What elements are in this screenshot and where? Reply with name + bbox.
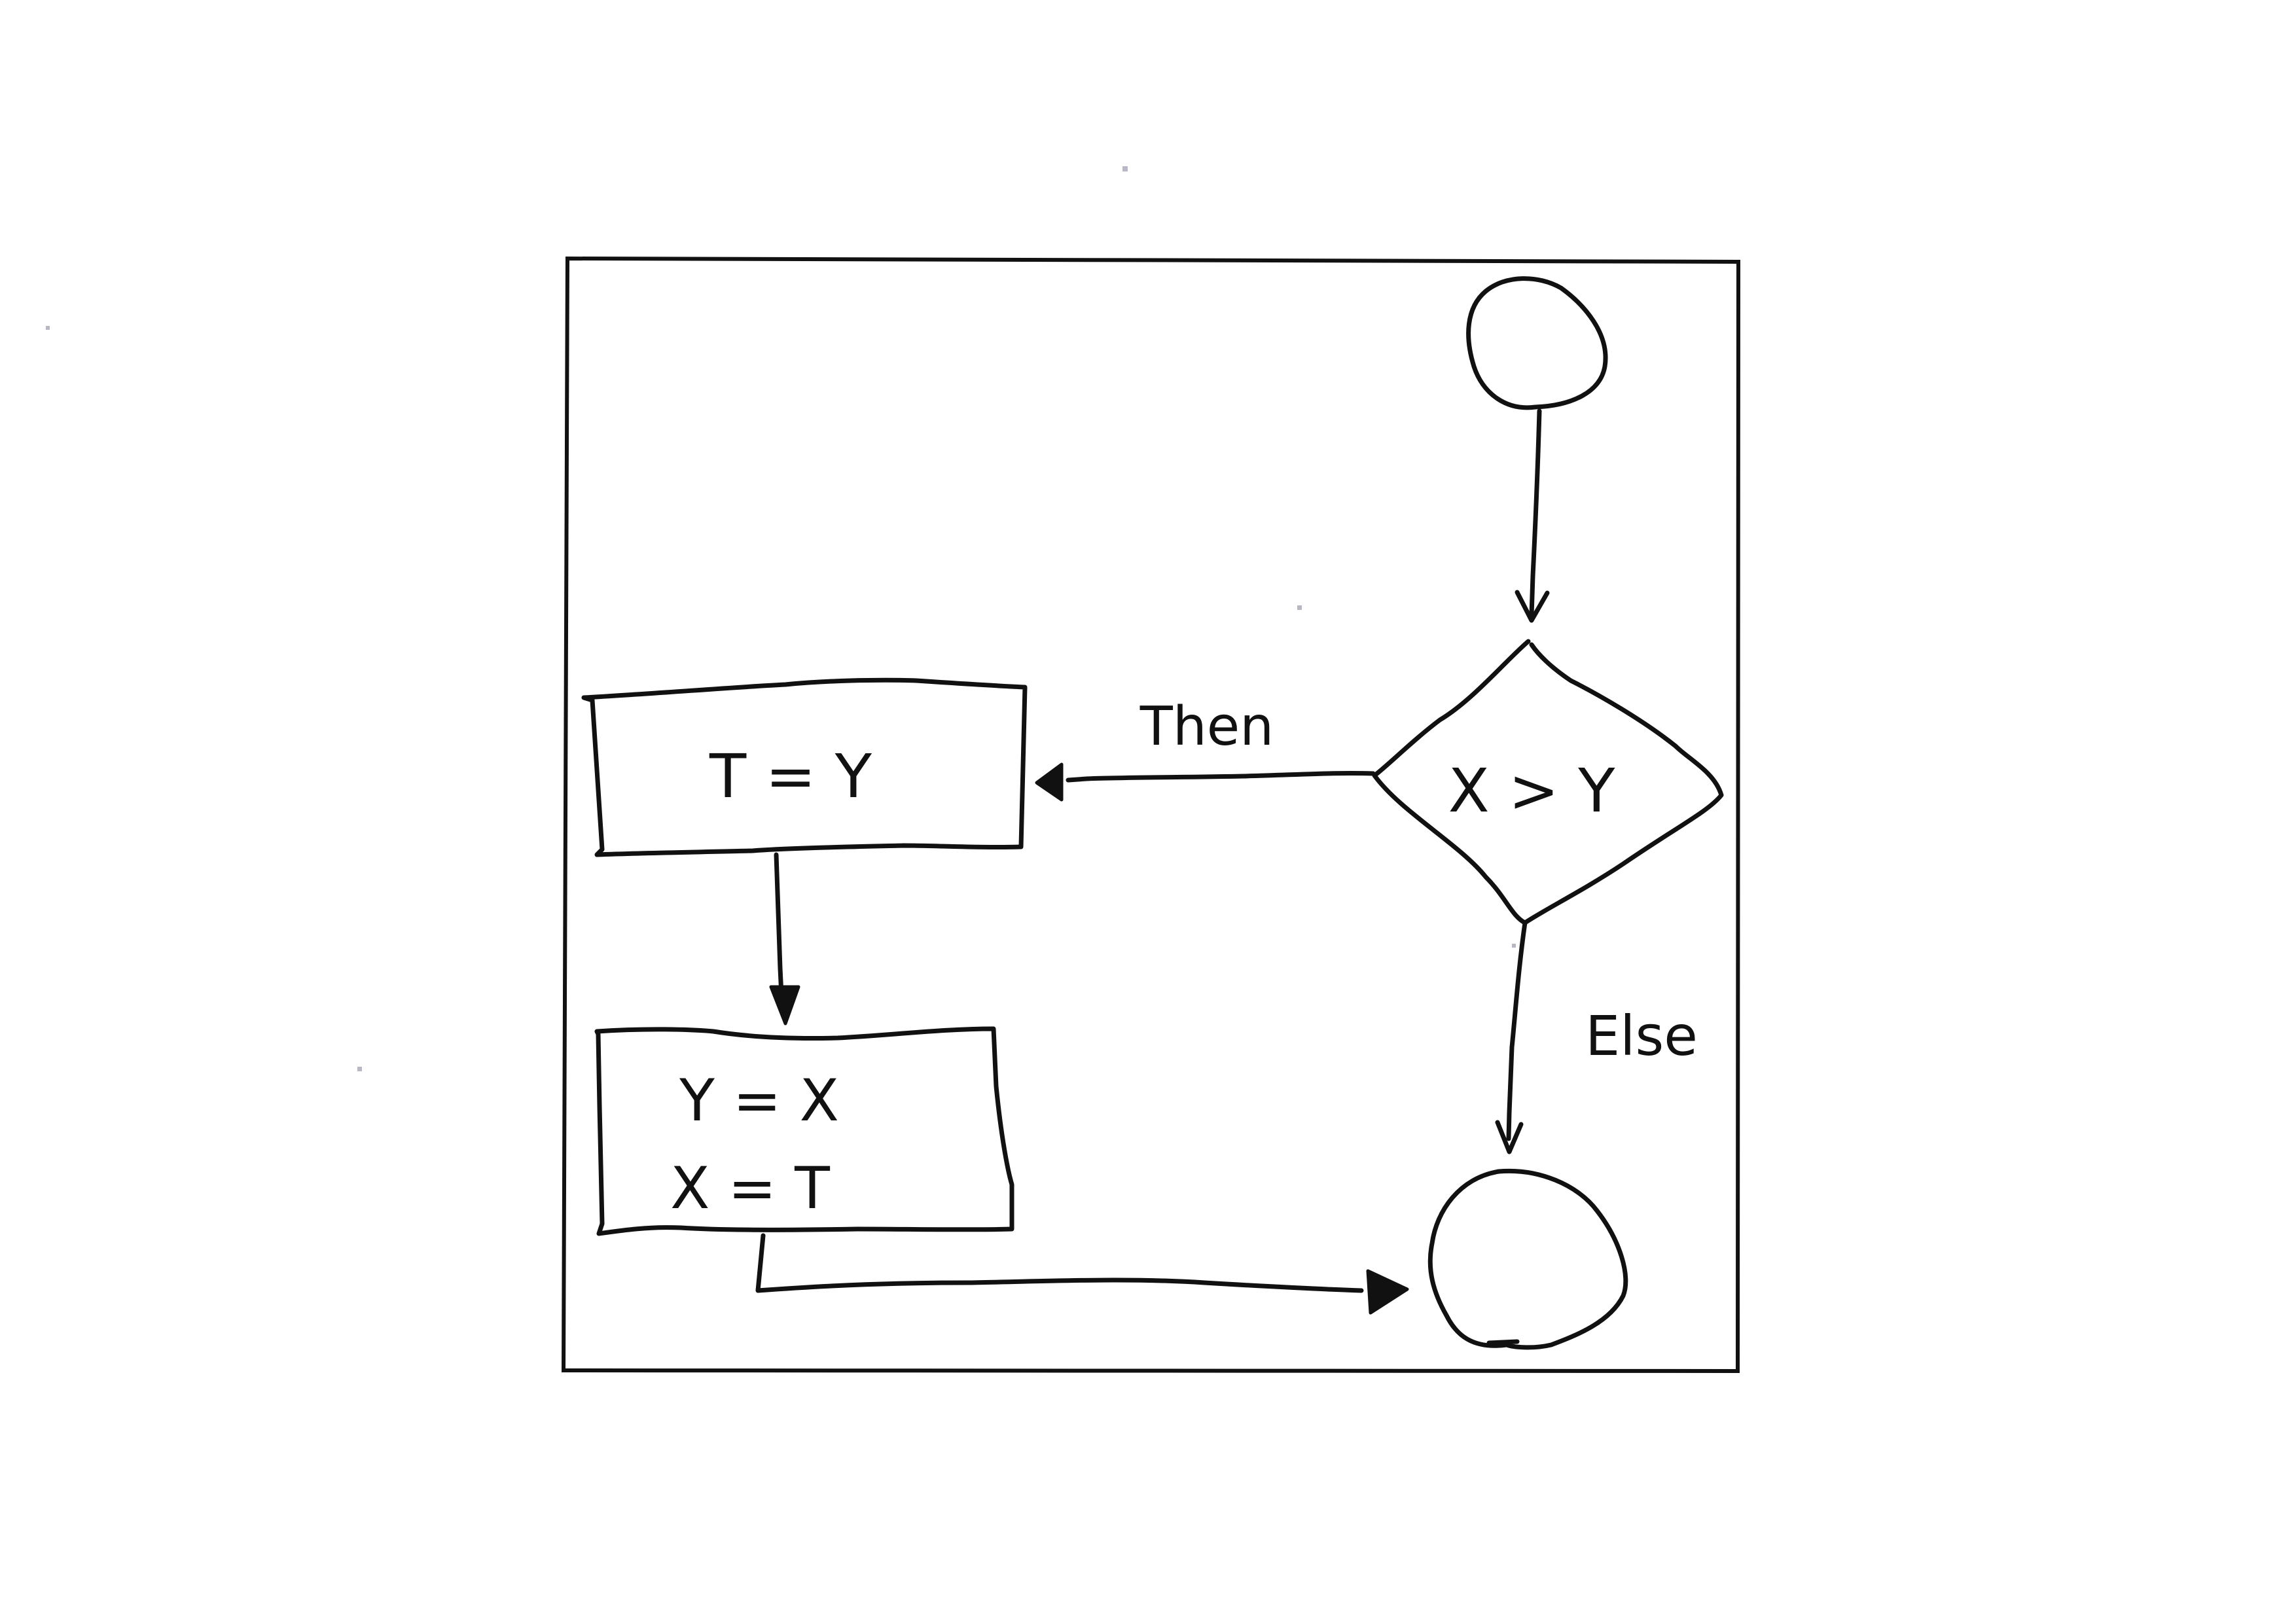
edge-process2-to-end-arrowhead xyxy=(1366,1269,1409,1315)
edge-start-to-decision-arrowhead xyxy=(1515,590,1550,623)
edge-else-arrowhead xyxy=(1495,1120,1524,1154)
edge-process1-to-process2-arrowhead xyxy=(769,985,800,1026)
end-node-tick xyxy=(1486,1339,1520,1346)
process-1-label: T = Y xyxy=(709,741,872,812)
decision-node[interactable] xyxy=(1372,639,1724,925)
edge-else-label: Else xyxy=(1585,1004,1698,1068)
process-node-2[interactable] xyxy=(594,1026,1014,1236)
end-node[interactable] xyxy=(1427,1168,1628,1350)
process-node-1[interactable] xyxy=(581,677,1028,857)
process-2-line-2: X = T xyxy=(670,1154,831,1222)
edge-start-to-decision xyxy=(1529,408,1542,618)
process-2-line-1: Y = X xyxy=(679,1067,839,1134)
decision-label: X > Y xyxy=(1448,756,1616,826)
edge-process1-to-process2 xyxy=(774,852,784,997)
diagram-frame xyxy=(561,256,1741,1374)
start-node[interactable] xyxy=(1466,276,1608,410)
background-specks xyxy=(46,166,1516,1071)
edge-then-label: Then xyxy=(1139,696,1274,758)
edge-then-arrowhead xyxy=(1035,762,1064,802)
edge-else xyxy=(1506,920,1528,1141)
edge-process2-to-end xyxy=(755,1233,1364,1293)
edge-then xyxy=(1066,770,1376,783)
